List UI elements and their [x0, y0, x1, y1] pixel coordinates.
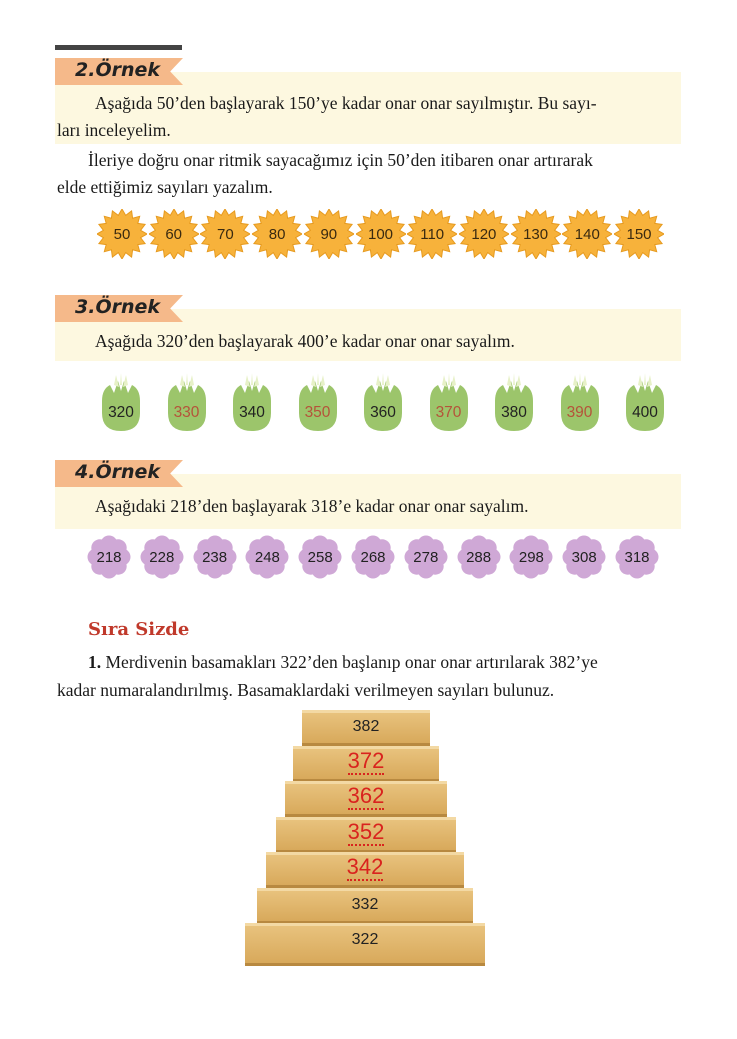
flower-number-badge: 248	[245, 535, 289, 579]
example4-title: 4.Örnek	[75, 461, 161, 483]
question-line2: kadar numaralandırılmış. Basamaklardaki …	[57, 680, 555, 700]
stair-step: 352	[276, 816, 456, 850]
sira-sizde-title: Sıra Sizde	[88, 619, 190, 640]
example3-title: 3.Örnek	[75, 296, 161, 318]
bud-number-label: 350	[304, 404, 331, 421]
sun-number-badge: 70	[200, 209, 251, 259]
stair-step: 362	[285, 781, 447, 814]
question-number: 1.	[88, 652, 102, 672]
bud-number-label: 320	[108, 404, 134, 421]
sun-number-label: 70	[217, 225, 234, 243]
sun-number-badge: 90	[303, 209, 354, 259]
sun-number-label: 100	[367, 225, 394, 243]
example4-number-row: 218 228 238 248 258 268 278 288 298 308 318	[0, 535, 737, 581]
flower-number-label: 248	[254, 548, 280, 566]
flower-number-label: 268	[360, 548, 386, 566]
flower-number-label: 258	[307, 548, 333, 566]
flower-number-label: 278	[413, 548, 439, 566]
example2-intro-line1: Aşağıda 50’den başlayarak 150’ye kadar o…	[95, 93, 597, 113]
flower-number-badge: 308	[562, 535, 606, 579]
flower-number-badge: 268	[351, 535, 395, 579]
sun-number-label: 80	[268, 225, 286, 243]
flower-number-label: 238	[202, 548, 228, 566]
flower-number-label: 228	[149, 548, 175, 566]
top-rule	[55, 45, 182, 50]
bud-number-badge: 360	[360, 371, 406, 431]
sun-number-badge: 140	[562, 209, 613, 259]
example2-number-row: 50 60 70 80 90 100 110 120 130 140 150	[0, 209, 737, 261]
sun-number-label: 50	[113, 225, 131, 243]
flower-number-label: 218	[96, 548, 122, 566]
bud-number-label: 340	[239, 404, 265, 421]
question-line1: 1. Merdivenin basamakları 322’den başlan…	[88, 648, 598, 676]
stair-step: 342	[266, 852, 464, 885]
example4-text: Aşağıdaki 218’den başlayarak 318’e kadar…	[95, 496, 529, 516]
example2-intro-line2: ları inceleyelim.	[57, 120, 171, 140]
example4-badge: 4.Örnek	[55, 460, 183, 487]
stair-answer-label: 372	[347, 747, 385, 775]
example3-text: Aşağıda 320’den başlayarak 400’e kadar o…	[95, 331, 515, 351]
stair-label: 332	[351, 895, 379, 913]
sun-number-label: 120	[471, 225, 497, 243]
flower-number-label: 288	[466, 548, 492, 566]
flower-number-label: 298	[518, 548, 544, 566]
sun-number-badge: 80	[252, 209, 303, 259]
stair-label: 382	[352, 718, 380, 735]
sun-number-label: 110	[420, 225, 445, 243]
sun-number-label: 60	[165, 225, 183, 243]
bud-number-badge: 320	[98, 371, 144, 431]
stair-answer-label: 352	[347, 818, 385, 846]
sun-number-badge: 60	[148, 209, 199, 259]
stair-step: 382	[302, 710, 430, 743]
sun-number-badge: 110	[407, 209, 458, 259]
question-text-line1: Merdivenin basamakları 322’den başlanıp …	[105, 652, 598, 672]
flower-number-badge: 318	[615, 535, 659, 579]
bud-number-badge: 370	[426, 371, 472, 431]
bud-number-badge: 380	[491, 371, 537, 431]
sun-number-label: 140	[574, 225, 600, 243]
bud-number-label: 330	[173, 404, 200, 421]
bud-number-badge: 390	[557, 371, 603, 431]
flower-number-label: 308	[571, 548, 597, 566]
stair-step: 322	[245, 923, 485, 963]
flower-number-badge: 238	[193, 535, 237, 579]
flower-number-label: 318	[624, 548, 650, 566]
flower-number-badge: 228	[140, 535, 184, 579]
stair-step: 332	[257, 887, 473, 921]
example2-text-line1: İleriye doğru onar ritmik sayacağımız iç…	[88, 150, 593, 170]
flower-number-badge: 258	[298, 535, 342, 579]
example3-badge: 3.Örnek	[55, 295, 183, 322]
sun-number-badge: 50	[97, 209, 147, 259]
bud-number-badge: 340	[229, 371, 275, 431]
stair-answer-label: 362	[347, 783, 385, 810]
flower-number-badge: 278	[404, 535, 448, 579]
bud-number-label: 380	[501, 404, 527, 421]
sun-number-badge: 100	[355, 209, 406, 259]
sun-number-badge: 150	[614, 209, 664, 259]
example2-badge: 2.Örnek	[55, 58, 183, 85]
stair-answer-label: 342	[346, 854, 384, 881]
example2-text-line2: elde ettiğimiz sayıları yazalım.	[57, 177, 273, 197]
flower-number-badge: 298	[509, 535, 553, 579]
bud-number-badge: 400	[622, 371, 668, 431]
stair-label: 322	[351, 931, 379, 948]
sun-number-badge: 120	[458, 209, 509, 259]
flower-number-badge: 218	[87, 535, 131, 579]
stair-step: 372	[293, 745, 439, 779]
bud-number-label: 360	[370, 404, 396, 421]
example3-number-row: 320 330 340 350 360 370 380 390 400	[0, 371, 737, 433]
bud-number-label: 400	[632, 404, 658, 421]
bud-number-label: 370	[435, 404, 462, 421]
sun-number-label: 90	[320, 225, 338, 243]
bud-number-badge: 330	[164, 371, 210, 431]
sun-number-label: 150	[626, 225, 652, 243]
sun-number-label: 130	[523, 225, 549, 243]
sun-number-badge: 130	[510, 209, 561, 259]
flower-number-badge: 288	[457, 535, 501, 579]
bud-number-badge: 350	[295, 371, 341, 431]
example2-title: 2.Örnek	[75, 59, 161, 81]
bud-number-label: 390	[566, 404, 593, 421]
